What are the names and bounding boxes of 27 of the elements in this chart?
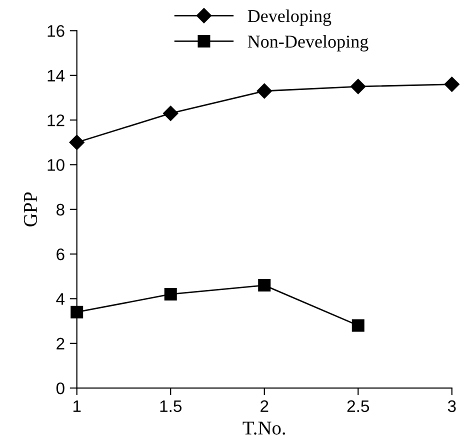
legend-label: Non-Developing — [248, 35, 368, 52]
y-tick-label: 6 — [56, 248, 64, 260]
y-tick-label: 4 — [56, 293, 65, 305]
point — [352, 319, 364, 332]
y-tick-label: 14 — [48, 70, 65, 82]
point — [256, 83, 272, 99]
point — [258, 279, 271, 292]
point — [350, 78, 366, 94]
x-tick-label: 2.5 — [347, 400, 370, 412]
point — [444, 76, 460, 92]
x-tick-label: 3 — [448, 400, 456, 412]
y-tick-label: 2 — [56, 338, 64, 350]
y-tick-label: 12 — [48, 114, 64, 126]
y-tick-label: 16 — [48, 25, 64, 37]
point — [164, 288, 177, 300]
y-tick-label: 0 — [56, 382, 64, 394]
legend-label: Developing — [248, 9, 332, 26]
point — [70, 306, 84, 318]
y-tick-label: 8 — [56, 204, 64, 216]
y-axis-title: GPP — [24, 192, 38, 226]
x-tick-label: 1.5 — [160, 400, 182, 412]
x-axis-title: T.No. — [242, 422, 286, 435]
y-tick-label: 10 — [48, 159, 64, 171]
x-tick-label: 1 — [73, 400, 81, 412]
point — [69, 134, 84, 150]
x-tick-label: 2 — [260, 400, 268, 412]
point — [163, 106, 178, 121]
